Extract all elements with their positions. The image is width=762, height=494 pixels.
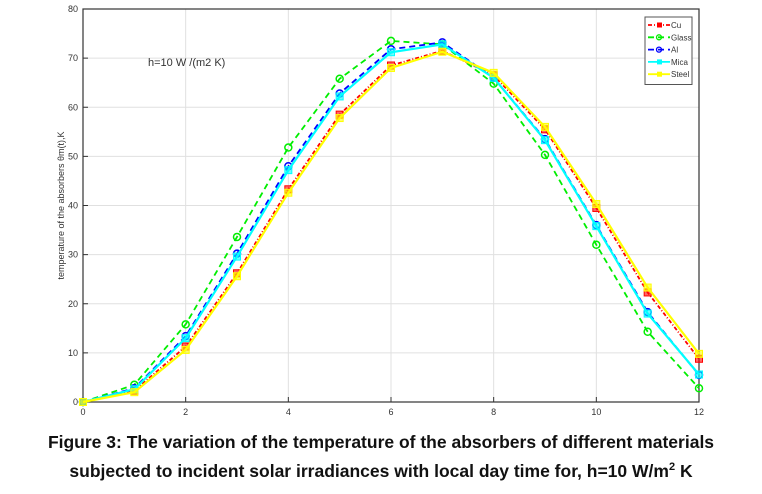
data-point-steel: [695, 349, 703, 358]
caption-line-1: Figure 3: The variation of the temperatu…: [47, 432, 715, 452]
legend-label-mica: Mica: [671, 58, 688, 67]
legend-label-steel: Steel: [671, 70, 689, 79]
x-tick-label: 8: [491, 407, 496, 417]
legend-marker: [657, 59, 662, 65]
data-point-mica: [233, 252, 241, 261]
data-point-steel: [438, 47, 447, 56]
plot-frame: [82, 8, 700, 403]
data-point-mica: [284, 166, 293, 175]
y-tick-label: 30: [68, 250, 78, 260]
data-point-mica: [387, 48, 395, 57]
x-tick-label: 2: [183, 407, 188, 417]
y-tick-label: 60: [68, 102, 78, 112]
data-point-steel: [643, 283, 652, 292]
x-tick-label: 4: [286, 407, 291, 417]
data-point-glass: [386, 36, 396, 46]
x-tick-label: 12: [694, 407, 704, 417]
data-point-steel: [284, 188, 293, 197]
data-point-glass: [694, 383, 704, 393]
series-line-glass: [82, 40, 700, 403]
data-point-mica: [438, 40, 447, 49]
data-point-glass: [335, 74, 344, 84]
y-tick-label: 20: [68, 299, 78, 309]
data-point-steel: [130, 388, 139, 397]
y-tick-label: 10: [68, 348, 78, 358]
y-tick-label: 80: [68, 4, 78, 14]
y-axis-label: temperature of the absorbers θm(t),K: [56, 131, 66, 279]
caption-line-2: subjected to incident solar irradiances …: [0, 461, 762, 482]
legend-label-cu: Cu: [671, 21, 681, 30]
data-point-mica: [592, 222, 601, 231]
data-point-steel: [541, 122, 549, 131]
data-point-glass: [540, 150, 550, 160]
annotation: h=10 W /(m2 K): [148, 57, 225, 69]
data-point-mica: [335, 92, 344, 101]
data-point-steel: [387, 63, 395, 72]
y-tick-label: 40: [68, 201, 78, 211]
legend-marker: [655, 34, 663, 41]
data-point-glass: [592, 240, 601, 250]
x-tick-label: 0: [80, 407, 85, 417]
x-tick-label: 6: [388, 407, 393, 417]
data-point-steel: [335, 114, 344, 123]
data-point-glass: [643, 327, 652, 337]
legend-marker: [655, 46, 663, 53]
data-point-steel: [233, 272, 241, 281]
data-point-steel: [181, 345, 190, 354]
y-tick-label: 50: [68, 151, 78, 161]
data-point-steel: [489, 68, 498, 77]
line-chart: 02468101201020304050607080Shifted time,t…: [56, 4, 704, 417]
data-point-glass: [284, 143, 293, 152]
data-point-mica: [181, 334, 190, 343]
data-point-glass: [232, 232, 242, 242]
legend-label-al: Al: [671, 46, 678, 55]
data-point-glass: [181, 320, 190, 329]
caption-text: subjected to incident solar irradiances …: [69, 461, 669, 481]
y-tick-label: 0: [73, 397, 78, 407]
legend-box: [644, 16, 693, 85]
data-point-steel: [79, 398, 87, 406]
y-tick-label: 70: [68, 53, 78, 63]
caption-text-end: K: [675, 461, 693, 481]
data-point-mica: [541, 136, 549, 145]
legend-marker: [657, 22, 662, 28]
data-point-mica: [695, 370, 703, 379]
x-tick-label: 10: [591, 407, 601, 417]
caption-superscript: 2: [668, 461, 676, 474]
data-point-mica: [643, 309, 652, 318]
legend-marker: [657, 71, 662, 77]
data-point-steel: [592, 200, 601, 209]
legend-label-glass: Glass: [671, 33, 691, 42]
